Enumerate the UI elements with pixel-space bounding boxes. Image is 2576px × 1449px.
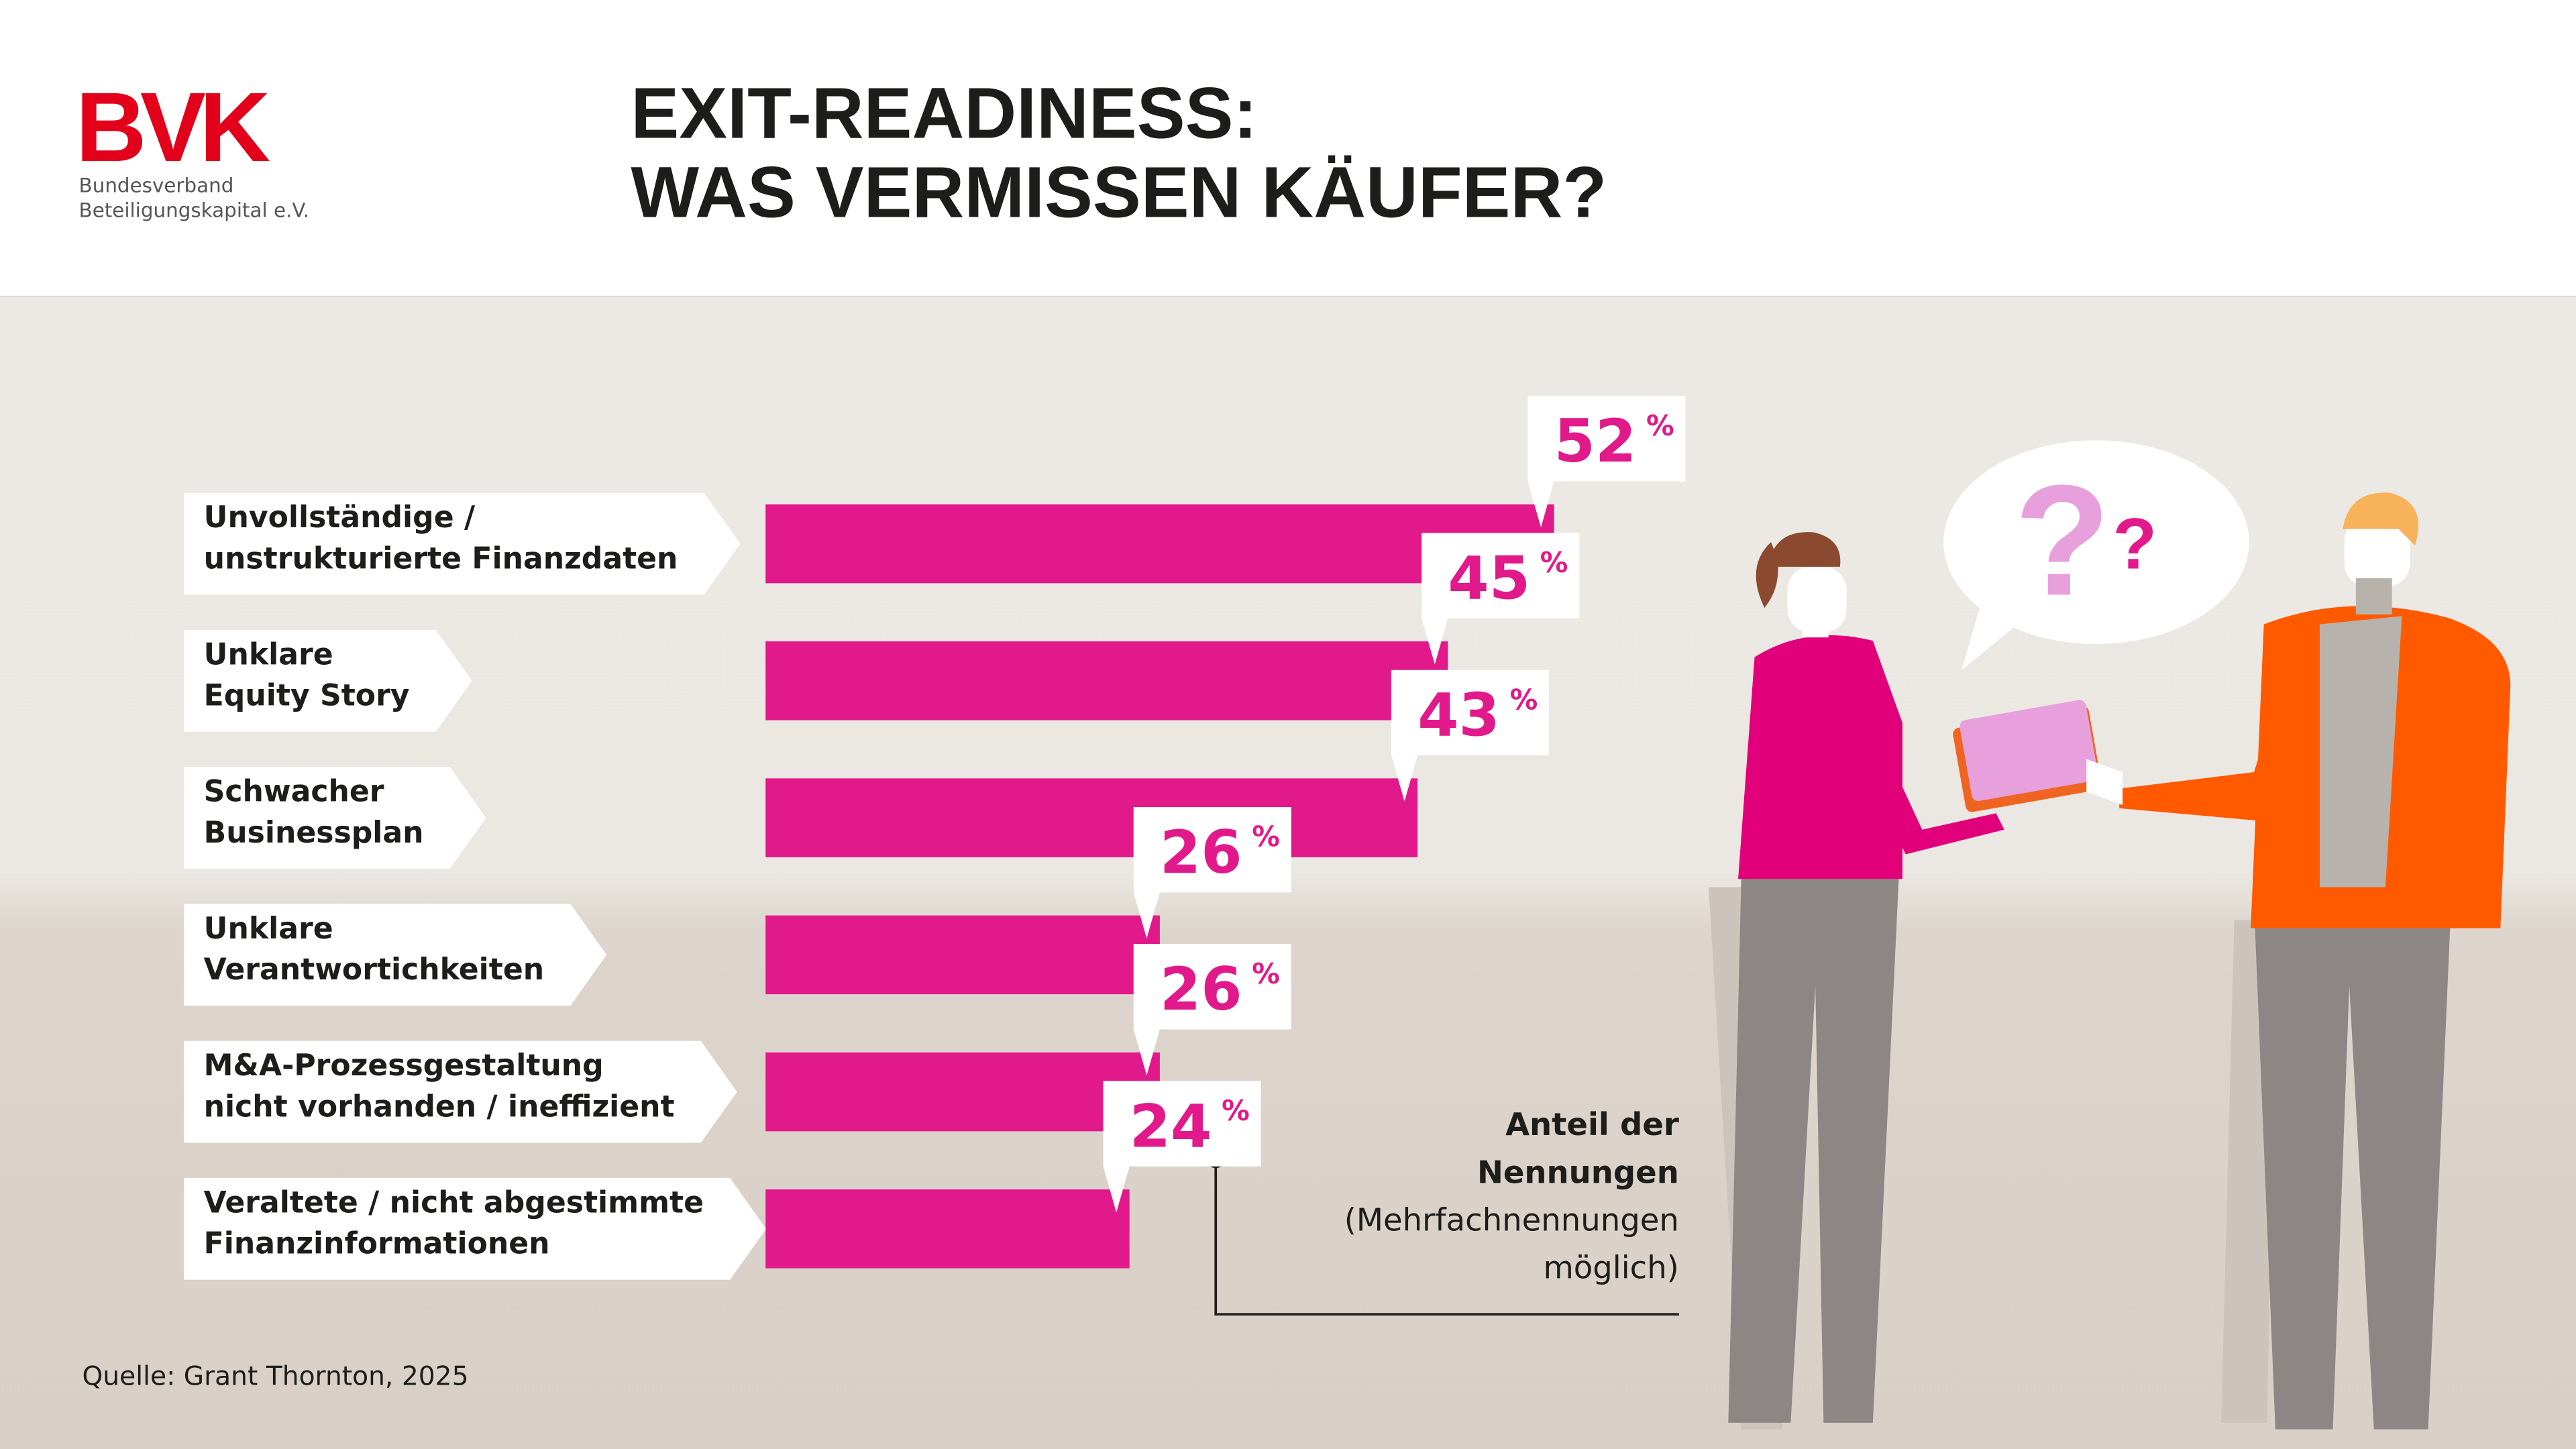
category-text: Schwacher <box>204 775 384 809</box>
value-callout <box>1133 806 1291 938</box>
category-text: Unklare <box>204 637 333 672</box>
label-box <box>184 492 741 595</box>
category-label: M&A-Prozessgestaltung nicht vorhanden / i… <box>184 1040 737 1143</box>
bar <box>765 641 1448 720</box>
category-label: Unvollständige / unstrukturierte Finanzda… <box>184 492 741 595</box>
note: Nennungen <box>1477 1154 1679 1190</box>
label-box <box>184 1177 767 1280</box>
value-unit: % <box>1222 1094 1250 1127</box>
category-text: Unklare <box>204 912 333 946</box>
logo-line: Bundesverband <box>79 174 234 197</box>
category-text: Verantwortichkeiten <box>204 953 544 987</box>
label-box <box>184 629 472 732</box>
label-box <box>184 767 486 869</box>
value-label: 26 <box>1160 818 1242 887</box>
value-callout <box>1103 1081 1261 1213</box>
bar <box>765 1052 1160 1132</box>
category-label: Veraltete / nicht abgestimmte Finanzinfor… <box>184 1177 767 1280</box>
value-unit: % <box>1510 683 1538 716</box>
value-callout <box>1421 533 1580 665</box>
source: Quelle: Grant Thornton, 2025 <box>82 1361 468 1391</box>
value-callout <box>1133 944 1291 1076</box>
note: Anteil der <box>1505 1106 1679 1142</box>
category-text: Veraltete / nicht abgestimmte <box>204 1185 704 1220</box>
header <box>0 0 2576 296</box>
logo: BVK <box>76 72 270 182</box>
logo-line: Beteiligungskapital e.V. <box>79 199 310 221</box>
category-label: Schwacher Businessplan <box>184 767 486 869</box>
value-unit: % <box>1540 546 1568 579</box>
note: (Mehrfachnennungen <box>1344 1201 1679 1238</box>
chart-title: EXIT-READINESS: <box>631 72 1257 154</box>
value-label: 43 <box>1417 681 1500 750</box>
category-text: Equity Story <box>204 679 410 713</box>
value-callout <box>1527 396 1686 528</box>
note: möglich) <box>1543 1249 1678 1285</box>
svg-text:?: ? <box>2112 502 2157 584</box>
value-label: 26 <box>1160 955 1242 1024</box>
svg-text:?: ? <box>2014 452 2110 629</box>
illustration: ? ? <box>1708 440 2511 1430</box>
value-unit: % <box>1252 820 1280 853</box>
value-label: 45 <box>1448 543 1530 612</box>
bar <box>765 1189 1130 1269</box>
note-connector <box>1214 1158 1679 1316</box>
bar <box>765 778 1418 857</box>
chart-title: WAS VERMISSEN KÄUFER? <box>631 151 1607 232</box>
category-label: Unklare Verantwortichkeiten <box>184 904 607 1006</box>
bars: Unvollständige / unstrukturierte Finanzda… <box>184 396 1686 1280</box>
value-callout <box>1391 669 1550 802</box>
category-label: Unklare Equity Story <box>184 629 472 732</box>
value-unit: % <box>1252 957 1280 990</box>
category-text: Businessplan <box>204 816 424 850</box>
bar <box>765 915 1160 995</box>
value-unit: % <box>1646 409 1674 442</box>
category-text: unstrukturierte Finanzdaten <box>204 541 678 576</box>
category-text: M&A-Prozessgestaltung <box>204 1049 604 1083</box>
label-box <box>184 1040 737 1143</box>
value-label: 24 <box>1130 1091 1212 1161</box>
category-text: Finanzinformationen <box>204 1227 550 1261</box>
label-box <box>184 904 607 1006</box>
category-text: nicht vorhanden / ineffizient <box>204 1089 675 1124</box>
category-text: Unvollständige / <box>204 500 476 535</box>
value-label: 52 <box>1554 407 1637 476</box>
